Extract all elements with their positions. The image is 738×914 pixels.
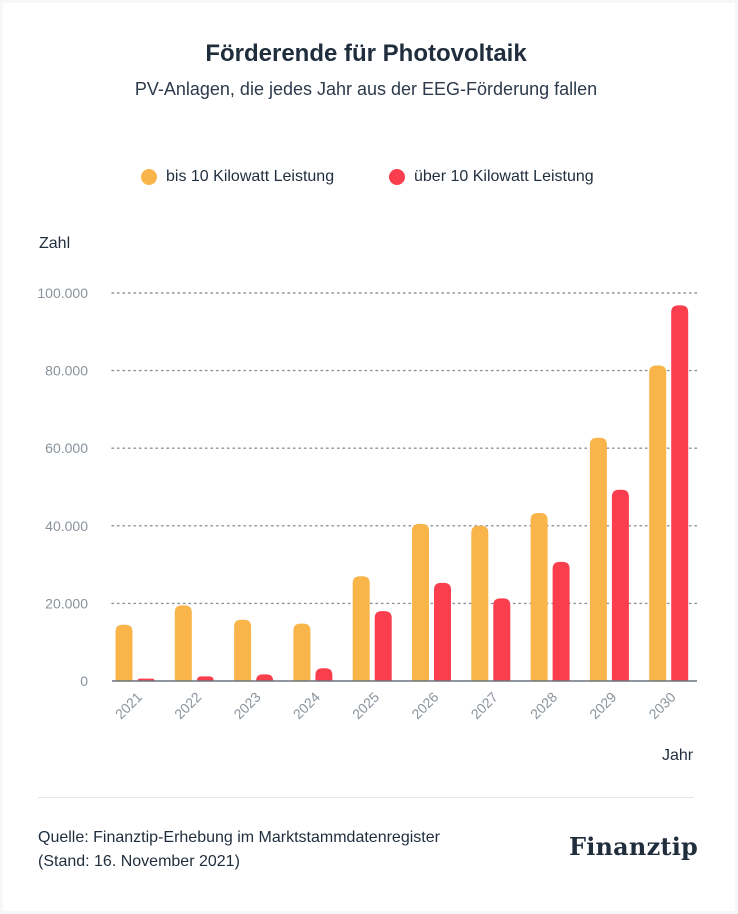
legend-label-small: bis 10 Kilowatt Leistung xyxy=(166,168,335,185)
bar-large-2022 xyxy=(196,676,214,681)
bar-large-2030 xyxy=(671,305,689,681)
x-tick-label: 2026 xyxy=(408,689,441,722)
x-tick-label: 2022 xyxy=(171,689,204,722)
bar-large-2029 xyxy=(611,489,629,681)
bar-small-2023 xyxy=(234,619,252,681)
bar-small-2029 xyxy=(589,437,607,681)
bar-small-2025 xyxy=(352,576,370,681)
x-tick-label: 2027 xyxy=(468,689,501,722)
legend-item-small: bis 10 Kilowatt Leistung xyxy=(141,168,334,186)
bar-large-2023 xyxy=(256,674,274,681)
footer-divider xyxy=(38,797,694,798)
bar-small-2027 xyxy=(471,525,489,681)
bar-large-2028 xyxy=(552,561,570,681)
legend-dot-large-icon xyxy=(389,169,405,185)
bar-small-2030 xyxy=(649,365,667,681)
x-tick-label: 2024 xyxy=(290,689,323,722)
bar-large-2026 xyxy=(434,582,451,681)
bar-large-2027 xyxy=(493,598,511,681)
y-tick-label: 0 xyxy=(80,673,88,689)
chart-card xyxy=(3,3,735,911)
chart-subtitle: PV-Anlagen, die jedes Jahr aus der EEG-F… xyxy=(134,79,598,99)
x-tick-label: 2025 xyxy=(349,689,382,722)
bar-small-2026 xyxy=(412,523,429,681)
legend-item-large: über 10 Kilowatt Leistung xyxy=(389,168,594,186)
legend-dot-small-icon xyxy=(141,169,157,185)
x-tick-label: 2021 xyxy=(112,689,145,722)
source-line-1: Quelle: Finanztip-Erhebung im Marktstamm… xyxy=(38,829,440,846)
finanztip-logo: Finanztip xyxy=(568,832,698,861)
bar-large-2025 xyxy=(374,611,392,681)
legend-label-large: über 10 Kilowatt Leistung xyxy=(414,168,594,185)
x-tick-label: 2029 xyxy=(586,689,619,722)
source-note: Quelle: Finanztip-Erhebung im Marktstamm… xyxy=(38,826,440,874)
y-tick-label: 100.000 xyxy=(37,285,88,301)
bar-small-2022 xyxy=(174,605,192,681)
source-line-2: (Stand: 16. November 2021) xyxy=(38,853,240,870)
chart-title: Förderende für Photovoltaik xyxy=(205,40,527,67)
x-tick-label: 2030 xyxy=(645,689,678,722)
y-tick-label: 80.000 xyxy=(45,363,88,379)
x-axis-label: Jahr xyxy=(662,747,694,764)
bar-small-2024 xyxy=(293,623,311,681)
y-tick-label: 60.000 xyxy=(45,440,88,456)
bar-small-2028 xyxy=(530,512,548,681)
x-tick-label: 2023 xyxy=(230,689,263,722)
bar-small-2021 xyxy=(115,624,133,681)
y-tick-label: 20.000 xyxy=(45,595,88,611)
legend: bis 10 Kilowatt Leistung über 10 Kilowat… xyxy=(0,168,732,192)
y-tick-label: 40.000 xyxy=(45,518,88,534)
x-tick-label: 2028 xyxy=(527,689,560,722)
y-axis-label: Zahl xyxy=(39,235,71,252)
bar-large-2024 xyxy=(315,668,333,681)
